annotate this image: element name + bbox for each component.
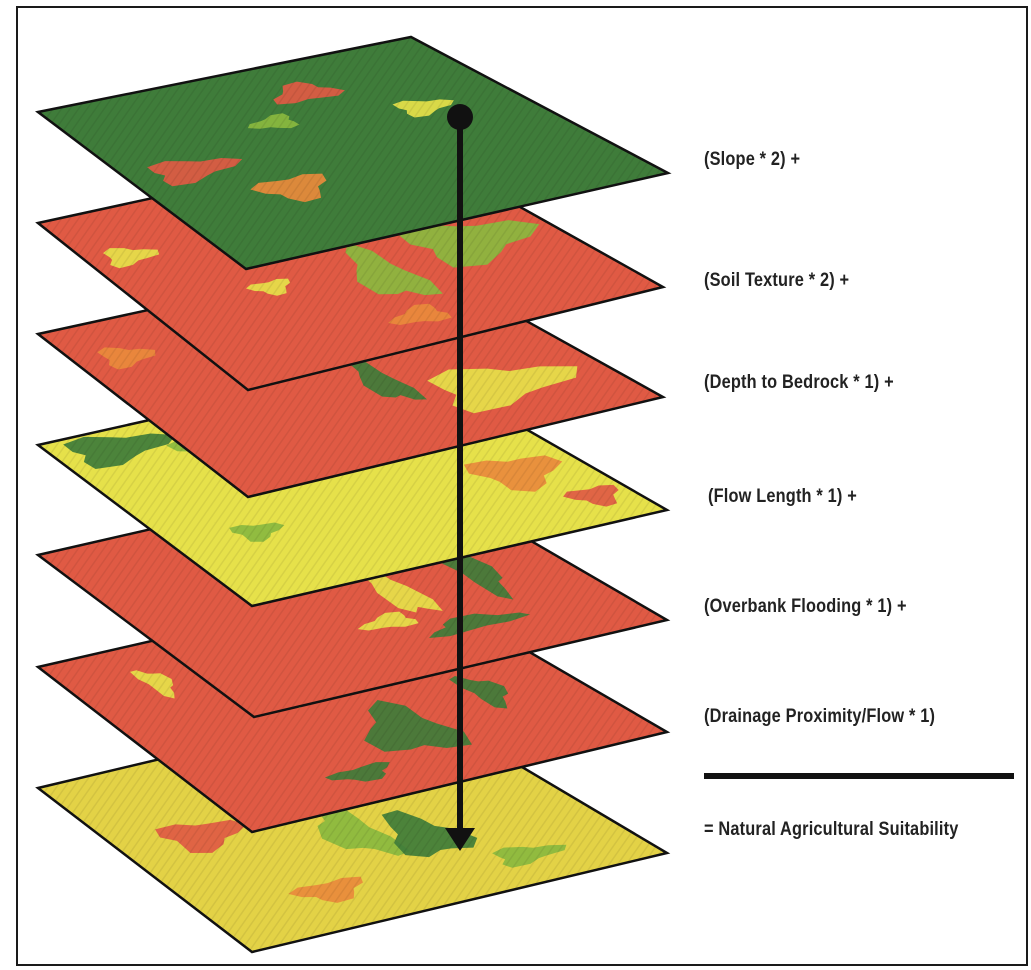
layer-label-drainage-proximity: (Drainage Proximity/Flow * 1) xyxy=(704,706,936,727)
arrow-origin-dot xyxy=(447,104,473,130)
layer-label-soil-texture: (Soil Texture * 2) + xyxy=(704,270,850,291)
sum-rule xyxy=(704,773,1014,779)
layer-label-result: = Natural Agricultural Suitability xyxy=(704,819,959,840)
map-layer-1 xyxy=(35,35,672,271)
layer-label-slope: (Slope * 2) + xyxy=(704,149,801,170)
layer-label-overbank-flooding: (Overbank Flooding * 1) + xyxy=(704,596,907,617)
arrow-head xyxy=(445,828,475,851)
layer-label-flow-length: (Flow Length * 1) + xyxy=(708,486,857,507)
figure-border xyxy=(16,6,1028,966)
layer-label-depth-to-bedrock: (Depth to Bedrock * 1) + xyxy=(704,372,894,393)
